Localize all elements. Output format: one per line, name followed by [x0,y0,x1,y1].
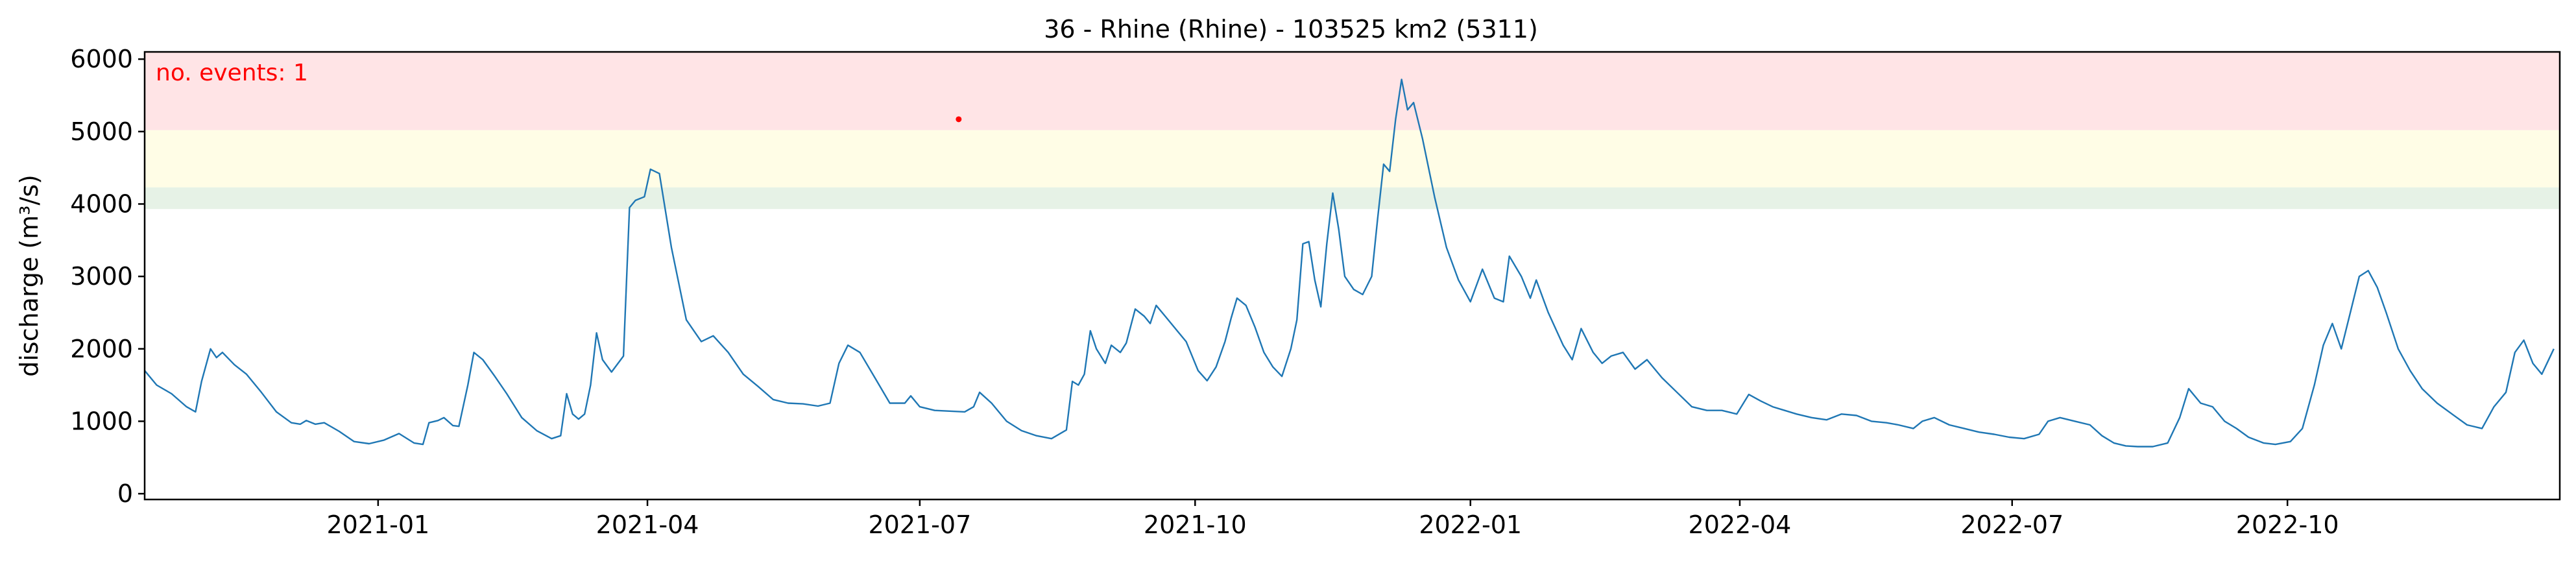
threshold-bands [145,52,2560,210]
series-line-discharge [144,78,2555,448]
x-tick-label: 2022-07 [1960,511,2064,539]
events-annotation: no. events: 1 [156,60,308,86]
y-tick-label: 0 [117,479,133,508]
x-tick-label: 2022-01 [1419,511,1522,539]
x-tick-label: 2021-10 [1144,511,1247,539]
band-return-period-5yr [145,187,2560,210]
event-marker [956,116,962,123]
y-axis-label: discharge (m³/s) [15,174,43,377]
chart-title: 36 - Rhine (Rhine) - 103525 km2 (5311) [1044,15,1538,43]
band-return-period-20yr [145,130,2560,187]
y-axis: 0 1000 2000 3000 4000 5000 6000 [70,45,145,508]
x-tick-label: 2021-01 [326,511,429,539]
y-tick-label: 1000 [70,407,133,435]
x-tick-label: 2022-10 [2236,511,2339,539]
y-tick-label: 2000 [70,335,133,363]
y-tick-label: 6000 [70,45,133,73]
y-tick-label: 4000 [70,189,133,218]
x-tick-label: 2021-07 [868,511,971,539]
x-axis: 2021-01 2021-04 2021-07 2021-10 2022-01 2022-… [326,499,2339,539]
x-tick-label: 2022-04 [1689,511,1792,539]
events-layer [956,116,962,123]
y-tick-label: 5000 [70,117,133,146]
band-return-period-high [145,52,2560,130]
x-tick-label: 2021-04 [596,511,699,539]
series-layer [144,78,2555,448]
y-tick-label: 3000 [70,262,133,291]
